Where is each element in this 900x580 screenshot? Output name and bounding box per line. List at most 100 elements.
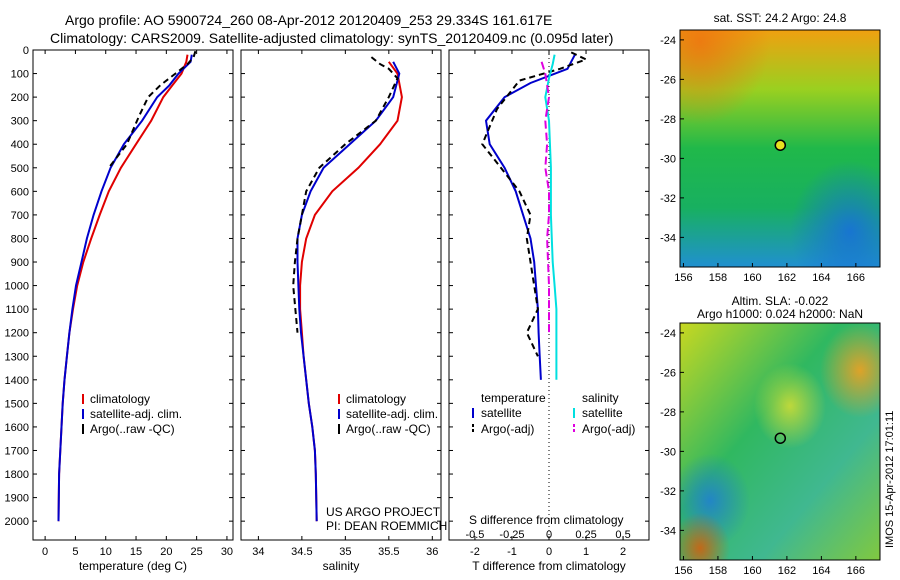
s-tick-label: 0.25 xyxy=(575,529,596,541)
x-axis-label: T difference from climatology xyxy=(472,559,626,573)
x-axis-label: salinity xyxy=(323,559,360,573)
x-tick-label: 25 xyxy=(191,546,203,558)
legend-label: climatology xyxy=(90,392,150,406)
series-line xyxy=(540,61,551,333)
y-tick-label: 1100 xyxy=(5,304,29,316)
map-y-tick-label: -32 xyxy=(660,486,676,498)
x-tick-label: 0 xyxy=(546,546,552,558)
legend-label: Argo(..raw -QC) xyxy=(90,422,175,436)
series-line xyxy=(544,54,558,380)
x-tick-label: 2 xyxy=(620,546,626,558)
x-tick-label: 0 xyxy=(42,546,48,558)
x-tick-label: 30 xyxy=(221,546,233,558)
series-line xyxy=(296,61,401,522)
s-tick-label: -0.5 xyxy=(465,529,484,541)
series-line xyxy=(57,54,193,522)
legend-label: Argo(..raw -QC) xyxy=(346,422,431,436)
map-y-tick-label: -30 xyxy=(660,446,676,458)
map-x-tick-label: 158 xyxy=(709,565,727,577)
map-x-tick-label: 164 xyxy=(812,565,830,577)
sla-map-axes: 156 158 160 162 164 166 -24 -26 -28 -30 -32 -34 Alti… xyxy=(660,294,865,577)
map-y-tick-label: -34 xyxy=(660,232,676,244)
map-x-tick-label: 166 xyxy=(847,272,865,284)
legend-label: climatology xyxy=(346,392,406,406)
pi-label: PI: DEAN ROEMMICH xyxy=(326,519,447,533)
s-tick-label: -0.25 xyxy=(499,529,524,541)
map-title: sat. SST: 24.2 Argo: 24.8 xyxy=(714,11,847,25)
y-tick-label: 1700 xyxy=(5,445,29,457)
salinity-plot-frame xyxy=(240,49,442,541)
map-y-tick-label: -32 xyxy=(660,193,676,205)
map-y-tick-label: -26 xyxy=(660,74,676,86)
map-y-tick-label: -24 xyxy=(660,35,676,47)
map-y-tick-label: -28 xyxy=(660,407,676,419)
sst-map-frame xyxy=(679,29,881,268)
s-tick-label: 0 xyxy=(546,529,552,541)
x-tick-label: 36 xyxy=(426,546,438,558)
y-tick-label: 2000 xyxy=(5,516,29,528)
y-tick-label: 1500 xyxy=(5,398,29,410)
y-tick-label: 300 xyxy=(11,116,29,128)
map-title: Altim. SLA: -0.022 xyxy=(732,294,829,308)
series-line xyxy=(484,54,576,380)
y-tick-label: 1400 xyxy=(5,375,29,387)
y-tick-label: 800 xyxy=(11,233,29,245)
legend-label: satellite-adj. clim. xyxy=(346,407,438,421)
sla-map-frame xyxy=(679,322,881,561)
salinity-plot: 34 34.5 35 35.5 36 salinity climatologysatelli… xyxy=(241,49,441,573)
map-x-tick-label: 164 xyxy=(812,272,830,284)
map-y-tick-label: -28 xyxy=(660,114,676,126)
map-x-tick-label: 156 xyxy=(674,565,692,577)
x-axis-label: temperature (deg C) xyxy=(79,559,187,573)
temperature-plot: 0 5 10 15 20 25 300100200300400500600700800900… xyxy=(5,45,234,573)
x-tick-label: 20 xyxy=(160,546,172,558)
y-tick-label: 100 xyxy=(11,69,29,81)
x-tick-label: 34.5 xyxy=(291,546,312,558)
y-tick-label: 200 xyxy=(11,92,29,104)
s-axis-label: S difference from climatology xyxy=(469,513,624,527)
y-tick-label: 1900 xyxy=(5,493,29,505)
map-x-tick-label: 156 xyxy=(674,272,692,284)
x-tick-label: 1 xyxy=(583,546,589,558)
x-tick-label: 35 xyxy=(339,546,351,558)
sst-map-axes: 156 158 160 162 164 166 -24 -26 -28 -30 -32 -34 sat.… xyxy=(660,11,865,284)
series-line xyxy=(108,50,197,169)
y-tick-label: 1000 xyxy=(5,281,29,293)
map-x-tick-label: 162 xyxy=(778,272,796,284)
argo-location-marker xyxy=(774,139,787,151)
x-tick-label: 10 xyxy=(100,546,112,558)
y-tick-label: 1800 xyxy=(5,469,29,481)
y-tick-label: 1300 xyxy=(5,351,29,363)
map-x-tick-label: 160 xyxy=(743,272,761,284)
sla-map xyxy=(679,322,881,561)
x-tick-label: 35.5 xyxy=(378,546,399,558)
y-tick-label: 400 xyxy=(11,139,29,151)
series-line xyxy=(57,54,189,522)
legend-label: satellite xyxy=(481,406,522,420)
legend-label: satellite-adj. clim. xyxy=(90,407,182,421)
legend-header-salinity: salinity xyxy=(582,391,619,405)
timestamp-label: IMOS 15-Apr-2012 17:01:11 xyxy=(884,411,896,548)
map-x-tick-label: 160 xyxy=(743,565,761,577)
legend-header-temperature: temperature xyxy=(481,391,546,405)
map-x-tick-label: 166 xyxy=(847,565,865,577)
map-y-tick-label: -30 xyxy=(660,153,676,165)
x-tick-label: 34 xyxy=(252,546,264,558)
x-tick-label: 15 xyxy=(130,546,142,558)
series-line xyxy=(481,51,589,357)
sla-mid-patch xyxy=(680,323,880,560)
map-y-tick-label: -34 xyxy=(660,525,676,537)
legend-label: satellite xyxy=(582,406,623,420)
map-subtitle: Argo h1000: 0.024 h2000: NaN xyxy=(697,307,863,321)
series-line xyxy=(292,56,399,333)
temperature-plot-frame xyxy=(32,49,234,541)
y-tick-label: 500 xyxy=(11,163,29,175)
map-y-tick-label: -24 xyxy=(660,328,676,340)
y-tick-label: 1600 xyxy=(5,422,29,434)
y-tick-label: 600 xyxy=(11,186,29,198)
y-tick-label: 700 xyxy=(11,210,29,222)
map-x-tick-label: 158 xyxy=(709,272,727,284)
legend-label: Argo(-adj) xyxy=(481,422,534,436)
x-tick-label: -2 xyxy=(470,546,480,558)
